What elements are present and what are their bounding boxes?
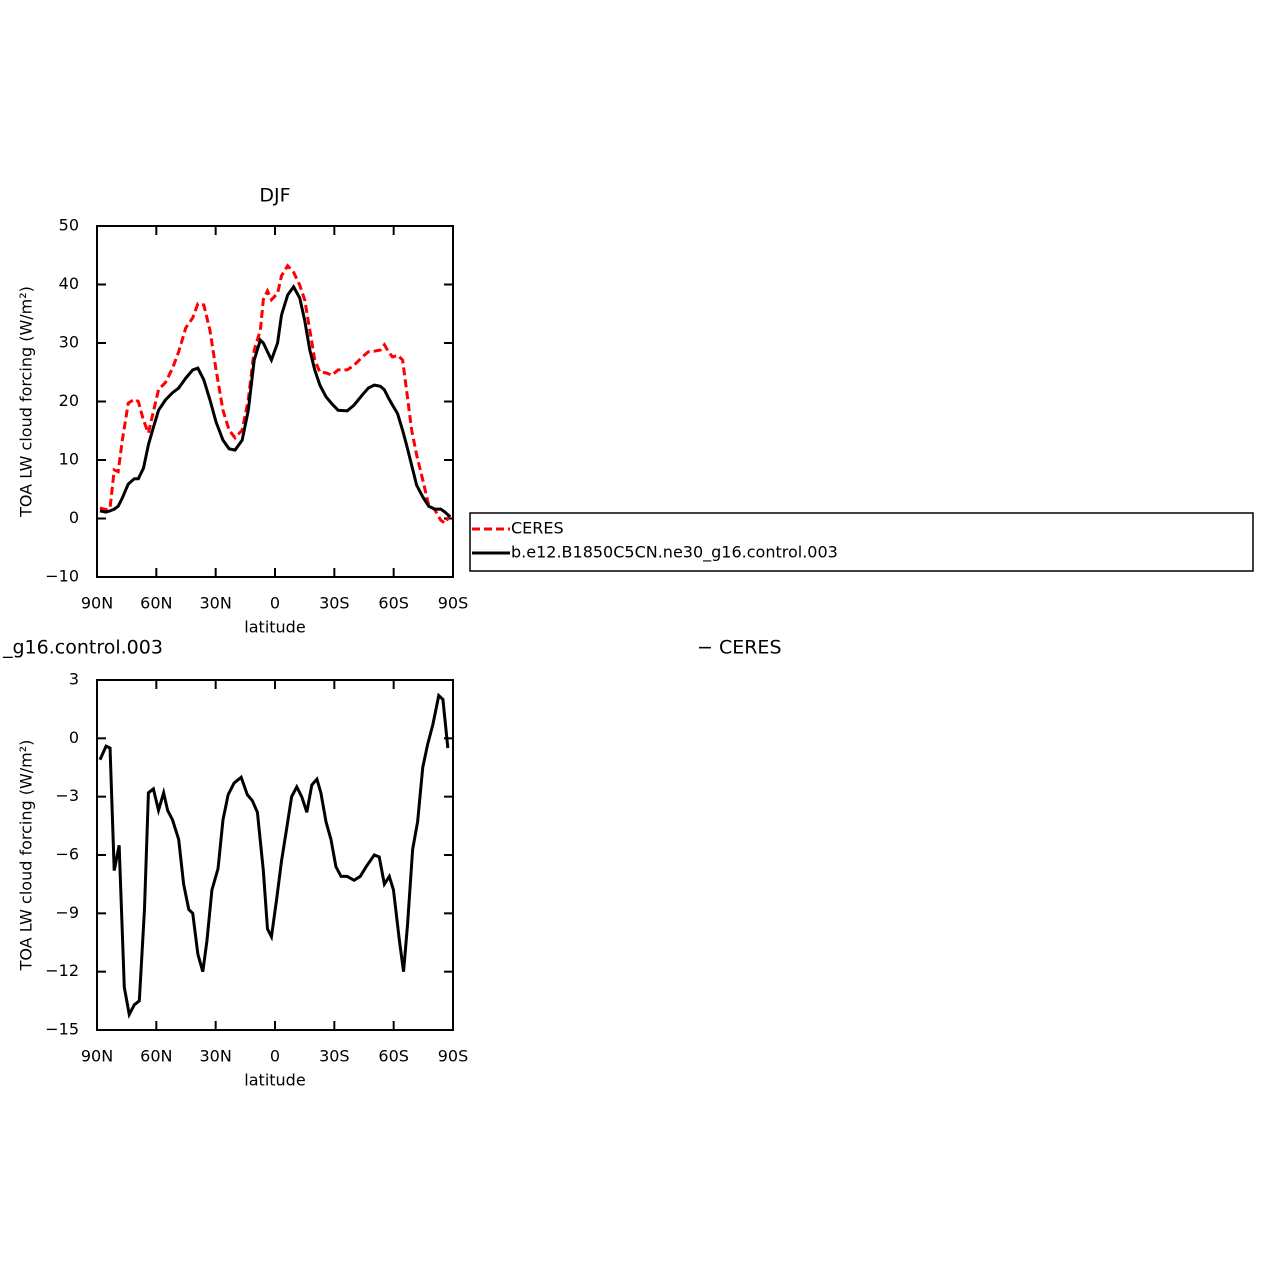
y-tick-label: 10 [59, 450, 79, 469]
plot-frame [96, 679, 454, 1031]
y-tick-label: 20 [59, 391, 79, 410]
x-axis-label: latitude [244, 1071, 305, 1090]
x-tick-label: 90S [438, 594, 469, 613]
x-tick-label: 60S [378, 1047, 409, 1066]
y-tick-label: 3 [69, 670, 79, 689]
series-line [99, 263, 452, 526]
y-tick-label: 0 [69, 508, 79, 527]
y-tick-label: 0 [69, 728, 79, 747]
y-tick-label: −10 [45, 567, 79, 586]
x-tick-label: 0 [270, 594, 280, 613]
x-tick-label: 90N [81, 594, 113, 613]
y-tick-label: −15 [45, 1020, 79, 1039]
y-tick-label: −9 [55, 903, 79, 922]
series-line [98, 692, 450, 1019]
y-axis-label: TOA LW cloud forcing (W/m²) [17, 740, 36, 972]
x-tick-label: 60S [378, 594, 409, 613]
legend-box [469, 512, 1254, 572]
y-tick-label: −6 [55, 845, 79, 864]
x-tick-label: 60N [140, 594, 172, 613]
x-tick-label: 30N [200, 1047, 232, 1066]
series-line [99, 284, 452, 518]
x-tick-label: 0 [270, 1047, 280, 1066]
legend-label: CERES [511, 519, 564, 538]
x-tick-label: 30S [319, 594, 350, 613]
y-tick-label: 50 [59, 216, 79, 235]
x-tick-label: 60N [140, 1047, 172, 1066]
plot-frame [96, 225, 454, 578]
x-tick-label: 30S [319, 1047, 350, 1066]
x-axis-label: latitude [244, 618, 305, 637]
chart-title: _g16.control.003 [2, 637, 163, 659]
y-tick-label: 40 [59, 274, 79, 293]
chart-title: − CERES [697, 637, 782, 659]
chart-title: DJF [259, 185, 290, 207]
y-tick-label: −3 [55, 786, 79, 805]
x-tick-label: 90S [438, 1047, 469, 1066]
x-tick-label: 90N [81, 1047, 113, 1066]
y-axis-label: TOA LW cloud forcing (W/m²) [17, 286, 36, 518]
x-tick-label: 30N [200, 594, 232, 613]
y-tick-label: −12 [45, 961, 79, 980]
legend-label: b.e12.B1850C5CN.ne30_g16.control.003 [511, 543, 838, 563]
y-tick-label: 30 [59, 333, 79, 352]
